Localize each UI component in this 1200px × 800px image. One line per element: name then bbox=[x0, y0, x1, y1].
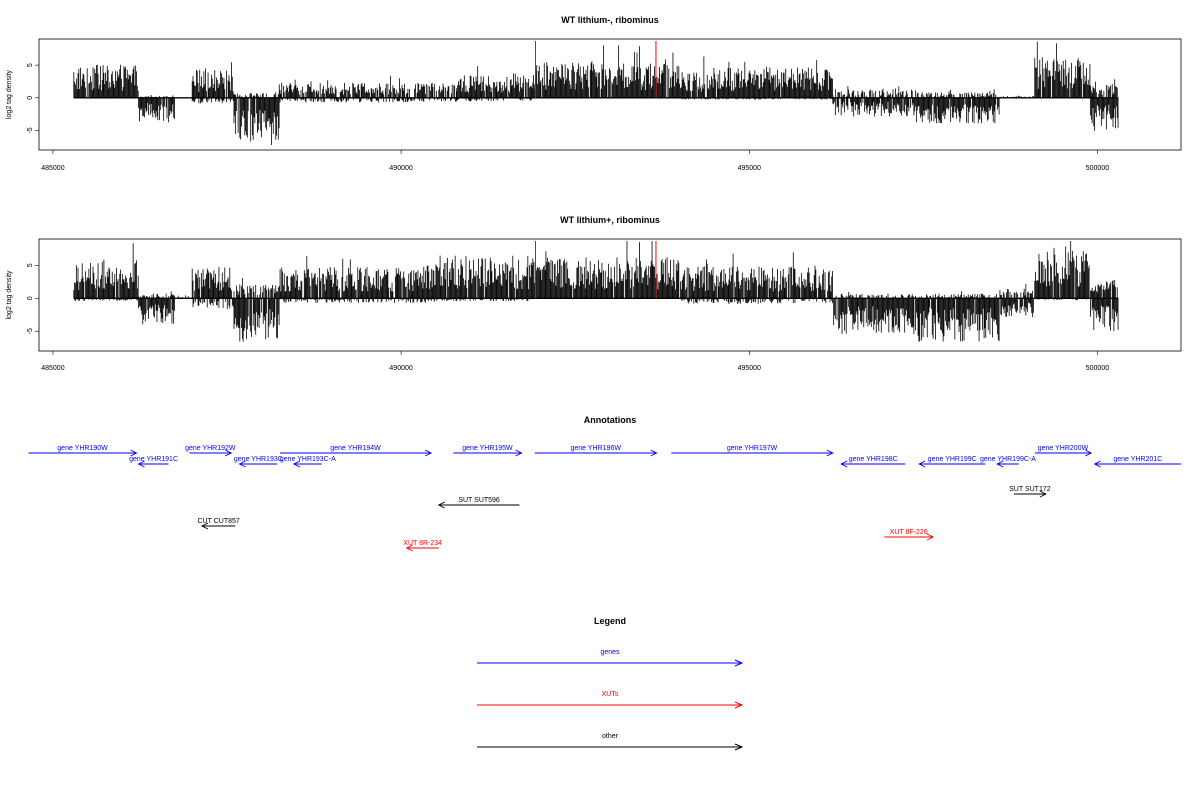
y-tick-label: 0 bbox=[27, 296, 34, 300]
legend-item-xuts: XUTs bbox=[477, 691, 744, 709]
annotation-arrowhead bbox=[292, 460, 301, 468]
annotation-item: gene YHR199C-A bbox=[980, 456, 1036, 468]
annotation-label: gene YHR193C-A bbox=[280, 456, 336, 463]
annotation-arrowhead bbox=[200, 522, 209, 530]
annotation-label: XUT 8F-226 bbox=[890, 529, 928, 536]
legend-panel: genes XUTs other bbox=[477, 649, 744, 751]
annotation-label: gene YHR196W bbox=[570, 445, 621, 452]
legend-arrowhead bbox=[734, 743, 744, 751]
y-axis-label: log2 tag density bbox=[6, 69, 13, 119]
x-tick-label: 485000 bbox=[41, 165, 64, 172]
legend-label: other bbox=[602, 733, 619, 740]
annotation-arrowhead bbox=[1039, 490, 1047, 498]
annotation-arrowhead bbox=[238, 460, 246, 468]
y-tick-label: 5 bbox=[27, 263, 34, 267]
annotation-item: gene YHR193C-A bbox=[280, 456, 336, 468]
legend-arrowhead bbox=[734, 659, 744, 667]
x-tick-label: 495000 bbox=[738, 365, 761, 372]
legend-item-genes: genes bbox=[477, 649, 744, 667]
legend-item-other: other bbox=[477, 733, 744, 751]
annotation-item: gene YHR196W bbox=[534, 445, 658, 457]
annotation-arrowhead bbox=[515, 449, 523, 457]
plot-frame bbox=[38, 38, 1182, 151]
annotation-label: gene YHR198C bbox=[849, 456, 898, 463]
track-panel-lithium-minus: WT lithium-, ribominus log2 tag density -5… bbox=[6, 15, 1182, 172]
annotation-item: CUT CUT857 bbox=[198, 518, 240, 530]
annotation-arrowhead bbox=[650, 449, 658, 457]
x-tick-label: 485000 bbox=[41, 365, 64, 372]
annotation-item: SUT SUT172 bbox=[1009, 486, 1051, 498]
annotations-title: Annotations bbox=[584, 415, 637, 425]
annotations-panel: gene YHR190W gene YHR191C gene YHR192W gene… bbox=[28, 445, 1181, 552]
annotation-label: gene YHR199C-A bbox=[980, 456, 1036, 463]
annotation-arrowhead bbox=[1093, 460, 1101, 468]
x-tick-label: 500000 bbox=[1086, 365, 1109, 372]
annotation-label: gene YHR192W bbox=[185, 445, 236, 452]
annotation-item: gene YHR191C bbox=[129, 456, 178, 468]
annotation-item: XUT 8R-234 bbox=[403, 540, 442, 552]
legend-label: genes bbox=[600, 649, 620, 656]
annotation-item: gene YHR190W bbox=[28, 445, 138, 457]
annotation-arrowhead bbox=[996, 460, 1004, 468]
x-tick-label: 500000 bbox=[1086, 165, 1109, 172]
annotation-item: gene YHR199C bbox=[918, 456, 986, 468]
annotation-arrowhead bbox=[840, 460, 848, 468]
legend-label: XUTs bbox=[602, 691, 619, 698]
annotation-item: SUT SUT596 bbox=[437, 497, 520, 509]
x-tick-label: 495000 bbox=[738, 165, 761, 172]
annotation-arrowhead bbox=[437, 501, 445, 509]
annotation-label: gene YHR199C bbox=[928, 456, 977, 463]
annotation-item: gene YHR201C bbox=[1093, 456, 1181, 468]
annotation-label: SUT SUT596 bbox=[458, 497, 500, 504]
annotation-arrowhead bbox=[918, 460, 926, 468]
annotation-arrowhead bbox=[826, 449, 834, 457]
annotation-item: XUT 8F-226 bbox=[884, 529, 935, 541]
annotation-arrowhead bbox=[424, 449, 433, 457]
legend-arrowhead bbox=[734, 701, 744, 709]
annotation-arrowhead bbox=[224, 449, 233, 457]
y-tick-label: -5 bbox=[27, 127, 34, 133]
track-panel-lithium-plus: WT lithium+, ribominus log2 tag density -5… bbox=[6, 215, 1182, 372]
annotation-label: gene YHR194W bbox=[330, 445, 381, 452]
annotation-item: gene YHR195W bbox=[453, 445, 523, 457]
annotation-item: gene YHR197W bbox=[671, 445, 834, 457]
annotation-arrowhead bbox=[1084, 449, 1093, 457]
annotation-label: gene YHR200W bbox=[1038, 445, 1089, 452]
annotation-arrowhead bbox=[926, 533, 935, 541]
annotation-label: SUT SUT172 bbox=[1009, 486, 1051, 493]
annotation-label: gene YHR201C bbox=[1113, 456, 1162, 463]
y-axis-label: log2 tag density bbox=[6, 270, 13, 320]
y-tick-label: 5 bbox=[27, 63, 34, 67]
density-bars bbox=[73, 240, 1119, 342]
annotation-arrowhead bbox=[405, 544, 413, 552]
annotation-label: gene YHR197W bbox=[727, 445, 778, 452]
chart-title: WT lithium-, ribominus bbox=[561, 15, 659, 25]
y-tick-label: 0 bbox=[27, 96, 34, 100]
annotation-label: gene YHR193C bbox=[234, 456, 283, 463]
legend-title: Legend bbox=[594, 616, 626, 626]
x-tick-label: 490000 bbox=[389, 165, 412, 172]
annotation-label: gene YHR195W bbox=[462, 445, 513, 452]
annotation-label: CUT CUT857 bbox=[198, 518, 240, 525]
annotation-label: XUT 8R-234 bbox=[403, 540, 442, 547]
annotation-item: gene YHR198C bbox=[840, 456, 906, 468]
annotation-label: gene YHR191C bbox=[129, 456, 178, 463]
annotation-item: gene YHR192W bbox=[185, 445, 236, 457]
plot-frame bbox=[38, 238, 1182, 352]
annotation-arrowhead bbox=[137, 460, 145, 468]
annotation-label: gene YHR190W bbox=[57, 445, 108, 452]
annotation-item: gene YHR194W bbox=[279, 445, 433, 457]
annotation-item: gene YHR193C bbox=[234, 456, 283, 468]
y-tick-label: -5 bbox=[27, 328, 34, 334]
chart-title: WT lithium+, ribominus bbox=[560, 215, 660, 225]
annotation-item: gene YHR200W bbox=[1034, 445, 1093, 457]
density-bars bbox=[73, 41, 1119, 145]
annotation-arrowhead bbox=[130, 449, 138, 457]
x-tick-label: 490000 bbox=[389, 365, 412, 372]
